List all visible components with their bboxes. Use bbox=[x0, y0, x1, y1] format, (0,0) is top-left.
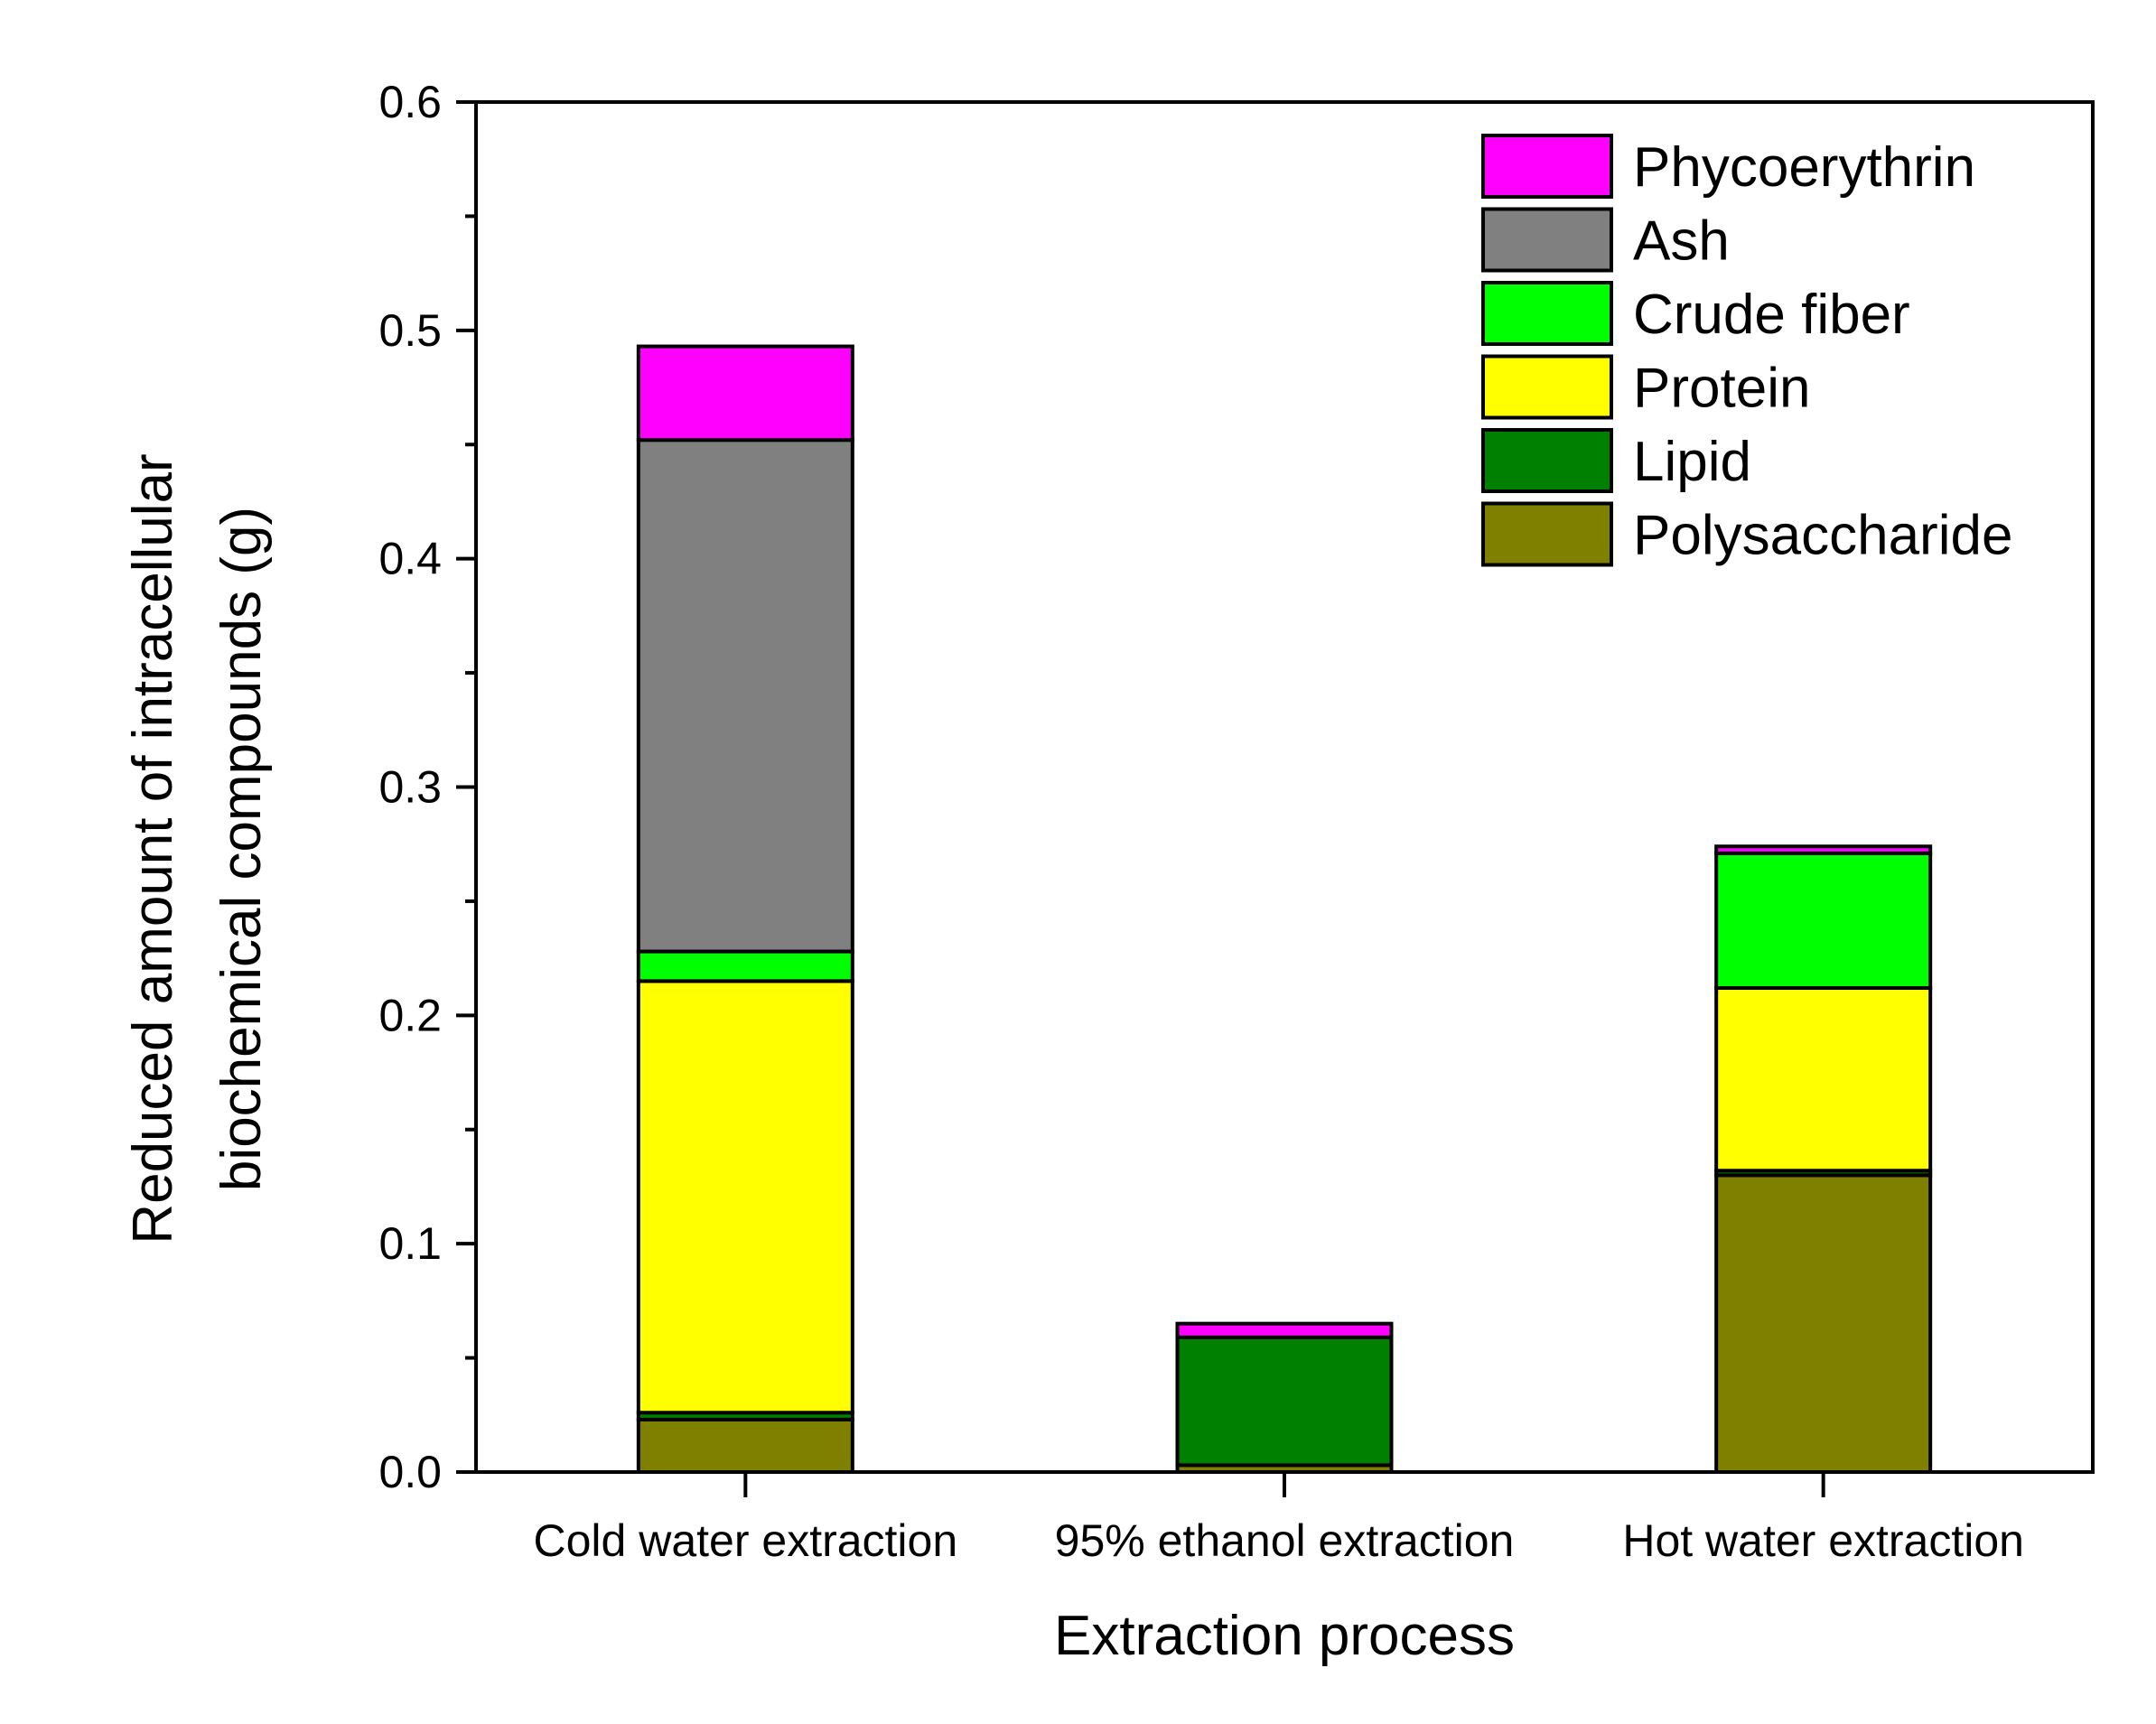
y-tick-label: 0.3 bbox=[378, 762, 442, 813]
legend-label-polysaccharide: Polysaccharide bbox=[1633, 505, 2012, 567]
y-axis-title-line-1: Reduced amount of intracellular bbox=[122, 453, 184, 1244]
legend-swatch-crude-fiber bbox=[1481, 281, 1613, 346]
legend: Phycoerythrin Ash Crude fiber Protein Lipid P… bbox=[1481, 134, 2012, 567]
x-axis-title: Extraction process bbox=[1054, 1605, 1515, 1667]
bar-segment-crude-fiber-hot-water-extraction bbox=[1714, 851, 1933, 990]
legend-label-phycoerythrin: Phycoerythrin bbox=[1633, 136, 1975, 199]
y-tick-label: 0.0 bbox=[378, 1447, 442, 1497]
legend-swatch-lipid bbox=[1481, 428, 1613, 493]
y-tick-label: 0.2 bbox=[378, 990, 442, 1040]
legend-swatch-phycoerythrin bbox=[1481, 134, 1613, 199]
bars-layer bbox=[636, 344, 1933, 1475]
legend-label-protein: Protein bbox=[1633, 358, 1810, 420]
legend-label-ash: Ash bbox=[1633, 210, 1730, 273]
x-tick-label-95-ethanol-extraction: 95% ethanol extraction bbox=[1055, 1515, 1515, 1566]
bar-segment-crude-fiber-cold-water-extraction bbox=[636, 949, 854, 983]
legend-swatch-protein bbox=[1481, 354, 1613, 420]
legend-label-lipid: Lipid bbox=[1633, 431, 1751, 493]
y-axis-title: Reduced amount of intracellular biochemi… bbox=[122, 453, 273, 1244]
bar-segment-protein-hot-water-extraction bbox=[1714, 985, 1933, 1173]
bar-segment-phycoerythrin-95-ethanol-extraction bbox=[1175, 1321, 1394, 1339]
y-axis-title-line-2: biochemical compounds (g) bbox=[210, 507, 273, 1191]
bar-segment-polysaccharide-cold-water-extraction bbox=[636, 1417, 854, 1475]
x-tick-label-hot-water-extraction: Hot water extraction bbox=[1622, 1515, 2024, 1566]
bar-segment-protein-cold-water-extraction bbox=[636, 979, 854, 1415]
y-axis: 0.0 0.1 0.2 0.3 0.4 0.5 0.6 bbox=[378, 77, 476, 1497]
legend-swatch-polysaccharide bbox=[1481, 501, 1613, 567]
bar-segment-phycoerythrin-cold-water-extraction bbox=[636, 344, 854, 443]
legend-swatch-ash bbox=[1481, 207, 1613, 273]
x-tick-label-cold-water-extraction: Cold water extraction bbox=[534, 1515, 958, 1566]
y-tick-label: 0.6 bbox=[378, 77, 442, 127]
bar-segment-polysaccharide-hot-water-extraction bbox=[1714, 1173, 1933, 1474]
x-axis: Cold water extraction 95% ethanol extract… bbox=[534, 1472, 2024, 1566]
y-tick-label: 0.4 bbox=[378, 534, 442, 584]
bar-segment-ash-cold-water-extraction bbox=[636, 438, 854, 954]
y-tick-label: 0.1 bbox=[378, 1218, 442, 1269]
bar-segment-phycoerythrin-hot-water-extraction bbox=[1714, 844, 1933, 855]
y-tick-label: 0.5 bbox=[378, 305, 442, 356]
bar-segment-lipid-95-ethanol-extraction bbox=[1175, 1335, 1394, 1468]
legend-label-crude-fiber: Crude fiber bbox=[1633, 284, 1910, 346]
